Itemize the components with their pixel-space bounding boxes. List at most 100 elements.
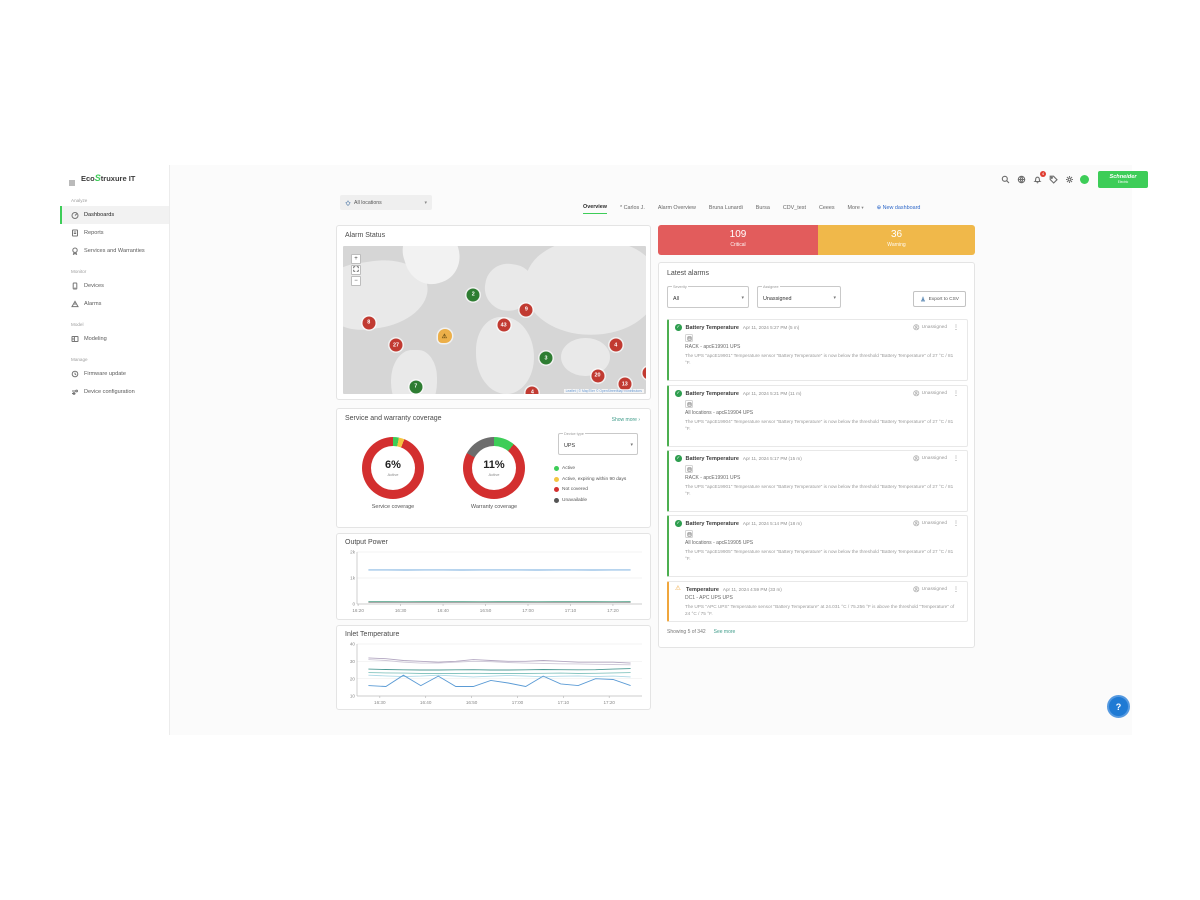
map-alarm-marker[interactable]: 4 xyxy=(609,338,623,352)
map-zoom-controls: + − xyxy=(351,254,361,286)
device-type-select[interactable]: Device type UPS ▾ xyxy=(558,431,638,455)
severity-filter-select[interactable]: Severity All ▾ xyxy=(667,284,749,308)
alarm-list-item[interactable]: ✓ Battery Temperature Apr 11, 2024 5:14 … xyxy=(667,515,968,577)
person-icon xyxy=(913,520,920,527)
chevron-down-icon: ▾ xyxy=(861,204,864,210)
modeling-icon xyxy=(71,335,79,343)
notification-badge: 4 xyxy=(1040,170,1046,177)
warning-alarms-banner[interactable]: 36 Warning xyxy=(818,225,975,255)
map-alarm-marker[interactable] xyxy=(642,366,646,380)
output-power-title: Output Power xyxy=(345,539,388,546)
schneider-electric-logo: Schneider Electric xyxy=(1098,170,1148,188)
tag-icon[interactable] xyxy=(1048,174,1059,185)
alarm-menu-kebab-icon[interactable]: ⋮ xyxy=(953,391,959,397)
sidebar-item-devices[interactable]: Devices xyxy=(60,277,169,295)
location-selector-value: All locations xyxy=(354,199,382,206)
legend-dot xyxy=(554,476,559,482)
alarm-description: The UPS "apcE19904" Temperature sensor "… xyxy=(685,419,954,432)
sidebar-section-monitor: Monitor xyxy=(71,269,87,274)
alarm-list-item[interactable]: ✓ Battery Temperature Apr 11, 2024 5:27 … xyxy=(667,319,968,381)
notifications-bell-icon[interactable]: 4 xyxy=(1032,170,1046,185)
warning-label: Warning xyxy=(887,242,906,248)
chevron-down-icon: ▾ xyxy=(424,199,427,206)
svg-text:17:10: 17:10 xyxy=(565,608,577,613)
map-alarm-marker[interactable]: 3 xyxy=(539,351,553,365)
ecostruxure-logo: EcoStruxure IT xyxy=(81,173,136,183)
alarm-menu-kebab-icon[interactable]: ⋮ xyxy=(953,521,959,527)
map-alarm-marker[interactable]: 27 xyxy=(389,338,403,352)
alarm-list-item[interactable]: ✓ Battery Temperature Apr 11, 2024 5:17 … xyxy=(667,450,968,512)
sidebar-item-services-warranties[interactable]: Services and Warranties xyxy=(60,242,169,260)
assignee-filter-select[interactable]: Assignee Unassigned ▾ xyxy=(757,284,841,308)
assignee-chip[interactable]: Unassigned xyxy=(913,520,947,527)
alarm-list-item[interactable]: ✓ Battery Temperature Apr 11, 2024 5:21 … xyxy=(667,385,968,447)
map-attribution: Leaflet | © MapTiler © OpenStreetMap con… xyxy=(563,389,644,393)
map-alarm-marker[interactable]: 13 xyxy=(618,377,632,391)
search-icon[interactable] xyxy=(1000,174,1011,185)
dashboard-icon xyxy=(71,211,79,219)
location-selector[interactable]: All locations ▾ xyxy=(340,195,432,210)
help-fab[interactable]: ? xyxy=(1107,695,1130,718)
map-alarm-marker[interactable]: 9 xyxy=(519,303,533,317)
tab-alarm-overview[interactable]: Alarm Overview xyxy=(657,204,696,211)
tab-more[interactable]: More ▾ xyxy=(847,204,864,211)
sidebar-section-model: Model xyxy=(71,322,84,327)
critical-alarms-banner[interactable]: 109 Critical xyxy=(658,225,818,255)
showing-count: Showing 5 of 342 xyxy=(667,629,706,635)
inlet-temperature-title: Inlet Temperature xyxy=(345,631,400,638)
new-dashboard-button[interactable]: ⊕ New dashboard xyxy=(876,204,921,211)
sidebar-item-reports[interactable]: Reports xyxy=(60,224,169,242)
device-configuration-icon xyxy=(71,388,79,396)
ok-check-icon: ✓ xyxy=(675,520,682,527)
map-alarm-marker[interactable]: 4 xyxy=(525,386,539,394)
svg-text:16:30: 16:30 xyxy=(374,700,386,705)
tab-bursa[interactable]: Bursa xyxy=(755,204,770,211)
latest-alarms-card: Latest alarms Severity All ▾ Assignee Un… xyxy=(658,262,975,648)
alarm-menu-kebab-icon[interactable]: ⋮ xyxy=(953,587,959,593)
latest-alarms-title: Latest alarms xyxy=(667,270,710,277)
tab-ceees[interactable]: Ceees xyxy=(818,204,835,211)
alarm-status-title: Alarm Status xyxy=(345,232,386,239)
assignee-chip[interactable]: Unassigned xyxy=(913,324,947,331)
show-more-link[interactable]: Show more › xyxy=(611,417,640,423)
svg-text:16:50: 16:50 xyxy=(466,700,478,705)
map-fit-button[interactable] xyxy=(351,265,361,275)
alarm-menu-kebab-icon[interactable]: ⋮ xyxy=(953,325,959,331)
hamburger-menu-icon[interactable] xyxy=(68,174,76,186)
sidebar-item-alarms[interactable]: Alarms xyxy=(60,295,169,313)
see-more-link[interactable]: See more xyxy=(713,629,736,635)
person-icon xyxy=(913,390,920,397)
alarm-status-map[interactable]: + − 2 9 8 43 ⚠ 27 4 3 20 13 7 4 Leaflet | © MapTile… xyxy=(343,246,646,394)
assignee-chip[interactable]: Unassigned xyxy=(913,586,947,593)
sidebar-item-firmware-update[interactable]: Firmware update xyxy=(60,365,169,383)
ok-check-icon: ✓ xyxy=(675,455,682,462)
tab-cdv-test[interactable]: CDV_test xyxy=(782,204,806,211)
svg-text:1k: 1k xyxy=(350,576,356,581)
sidebar-item-dashboards[interactable]: Dashboards xyxy=(60,206,169,224)
map-alarm-marker[interactable]: 8 xyxy=(362,316,376,330)
user-avatar[interactable] xyxy=(1080,174,1089,184)
map-zoom-in-button[interactable]: + xyxy=(351,254,361,264)
tab-carlos-j[interactable]: * Carlos J. xyxy=(619,204,645,211)
map-warning-pin[interactable]: ⚠ xyxy=(437,329,452,344)
help-globe-icon[interactable] xyxy=(1016,174,1027,185)
sidebar-item-device-configuration[interactable]: Device configuration xyxy=(60,383,169,401)
firmware-update-icon xyxy=(71,370,79,378)
sidebar-item-modeling[interactable]: Modeling xyxy=(60,330,169,348)
map-alarm-marker[interactable]: 2 xyxy=(466,288,480,302)
chevron-down-icon: ▾ xyxy=(741,295,744,301)
settings-gear-icon[interactable] xyxy=(1064,174,1075,185)
map-alarm-marker[interactable]: 43 xyxy=(497,318,511,332)
tab-overview[interactable]: Overview xyxy=(583,204,607,214)
map-zoom-out-button[interactable]: − xyxy=(351,276,361,286)
assignee-chip[interactable]: Unassigned xyxy=(913,390,947,397)
assignee-chip[interactable]: Unassigned xyxy=(913,455,947,462)
export-to-csv-button[interactable]: Export to CSV xyxy=(912,291,966,307)
alarm-menu-kebab-icon[interactable]: ⋮ xyxy=(953,456,959,462)
tab-bruna-lunardi[interactable]: Bruna Lunardi xyxy=(708,204,743,211)
svg-text:40: 40 xyxy=(350,642,356,647)
person-icon xyxy=(913,324,920,331)
alarm-list-item[interactable]: ⚠ Temperature Apr 11, 2024 4:59 PM (33 m… xyxy=(667,581,968,622)
map-alarm-marker[interactable]: 7 xyxy=(409,380,423,394)
map-alarm-marker[interactable]: 20 xyxy=(591,369,605,382)
